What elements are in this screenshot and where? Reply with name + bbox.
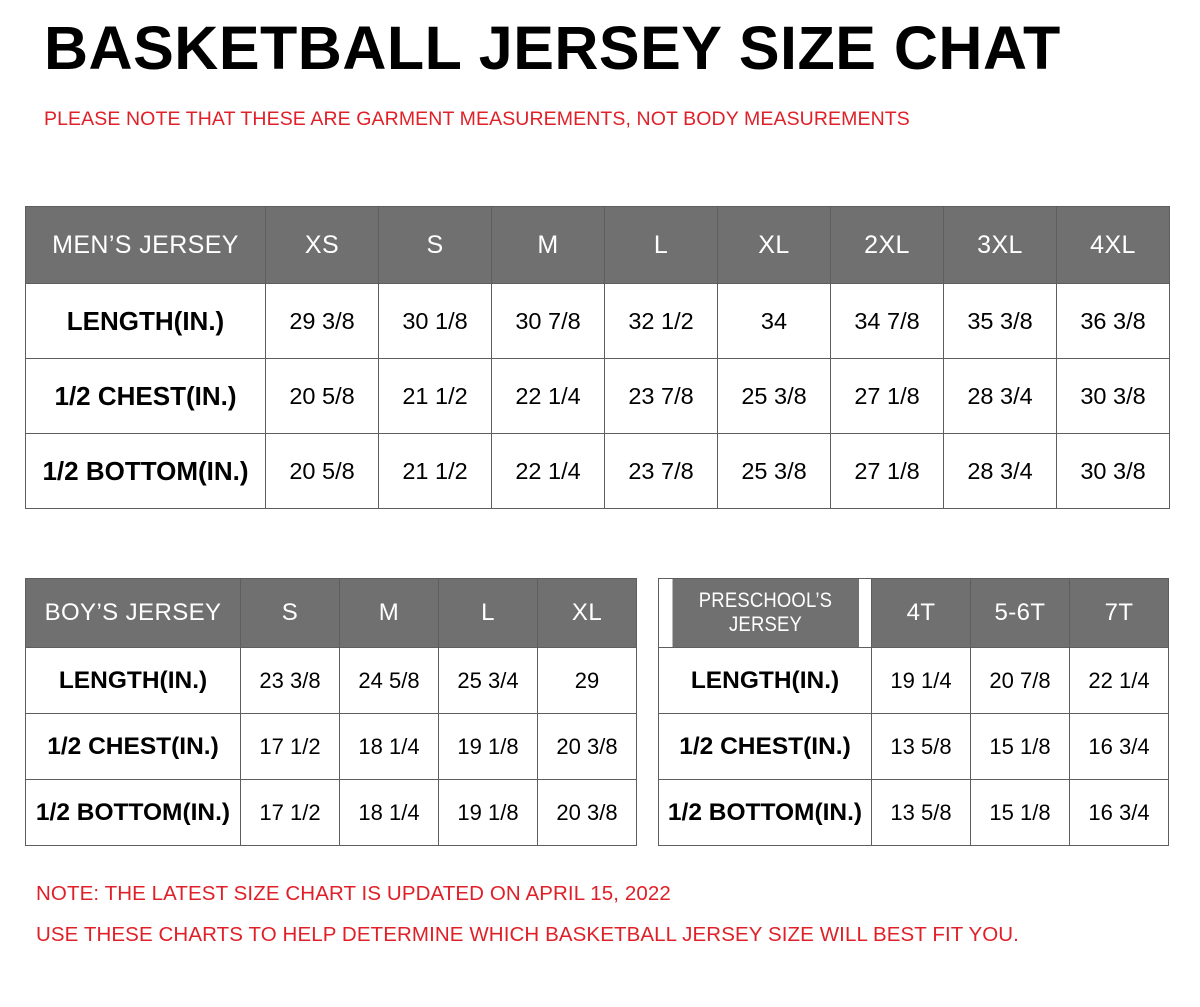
cell-length-xl: 34 bbox=[717, 283, 831, 359]
cell-length-s: 30 1/8 bbox=[378, 283, 492, 359]
cell-pre-length-5-6t: 20 7/8 bbox=[970, 647, 1070, 714]
footer-note-usage: USE THESE CHARTS TO HELP DETERMINE WHICH… bbox=[36, 922, 1019, 946]
cell-chest-3xl: 28 3/4 bbox=[943, 358, 1057, 434]
cell-length-4xl: 36 3/8 bbox=[1056, 283, 1170, 359]
cell-chest-m: 22 1/4 bbox=[491, 358, 605, 434]
column-header-s: S bbox=[378, 206, 492, 284]
row-label-half-chest: 1/2 CHEST(IN.) bbox=[25, 358, 266, 434]
table-row: 1/2 CHEST(IN.) 17 1/2 18 1/4 19 1/8 20 3… bbox=[25, 713, 637, 780]
table-row: 1/2 BOTTOM(IN.) 13 5/8 15 1/8 16 3/4 bbox=[658, 779, 1169, 846]
table-row: 1/2 CHEST(IN.) 20 5/8 21 1/2 22 1/4 23 7… bbox=[25, 358, 1170, 434]
table-row: LENGTH(IN.) 23 3/8 24 5/8 25 3/4 29 bbox=[25, 647, 637, 714]
cell-boys-length-s: 23 3/8 bbox=[240, 647, 340, 714]
cell-pre-length-7t: 22 1/4 bbox=[1069, 647, 1169, 714]
row-label-half-bottom: 1/2 BOTTOM(IN.) bbox=[25, 433, 266, 509]
column-header-3xl: 3XL bbox=[943, 206, 1057, 284]
cell-pre-chest-5-6t: 15 1/8 bbox=[970, 713, 1070, 780]
cell-bottom-2xl: 27 1/8 bbox=[830, 433, 944, 509]
column-header-7t: 7T bbox=[1069, 578, 1169, 648]
preschool-table-body: LENGTH(IN.) 19 1/4 20 7/8 22 1/4 1/2 CHE… bbox=[658, 647, 1169, 846]
mens-jersey-size-table: MEN’S JERSEY XS S M L XL 2XL 3XL 4XL LEN… bbox=[25, 206, 1170, 509]
cell-bottom-m: 22 1/4 bbox=[491, 433, 605, 509]
column-header-l: L bbox=[604, 206, 718, 284]
cell-length-xs: 29 3/8 bbox=[265, 283, 379, 359]
cell-boys-length-m: 24 5/8 bbox=[339, 647, 439, 714]
cell-boys-length-xl: 29 bbox=[537, 647, 637, 714]
footer-note-updated: NOTE: THE LATEST SIZE CHART IS UPDATED O… bbox=[36, 882, 671, 905]
cell-bottom-xs: 20 5/8 bbox=[265, 433, 379, 509]
cell-bottom-3xl: 28 3/4 bbox=[943, 433, 1057, 509]
cell-pre-chest-7t: 16 3/4 bbox=[1069, 713, 1169, 780]
footer-notes: NOTE: THE LATEST SIZE CHART IS UPDATED O… bbox=[36, 882, 1156, 946]
column-header-5-6t: 5-6T bbox=[970, 578, 1070, 648]
table-row: 1/2 BOTTOM(IN.) 20 5/8 21 1/2 22 1/4 23 … bbox=[25, 433, 1170, 509]
cell-length-l: 32 1/2 bbox=[604, 283, 718, 359]
row-label-half-chest: 1/2 CHEST(IN.) bbox=[25, 713, 241, 780]
table-header-row: MEN’S JERSEY XS S M L XL 2XL 3XL 4XL bbox=[25, 206, 1170, 284]
cell-boys-bottom-l: 19 1/8 bbox=[438, 779, 538, 846]
page-title: BASKETBALL JERSEY SIZE CHAT bbox=[44, 14, 1061, 82]
column-header-xs: XS bbox=[265, 206, 379, 284]
row-label-length: LENGTH(IN.) bbox=[658, 647, 872, 714]
mens-table-head: MEN’S JERSEY XS S M L XL 2XL 3XL 4XL bbox=[25, 206, 1170, 284]
cell-chest-2xl: 27 1/8 bbox=[830, 358, 944, 434]
column-header-boys-s: S bbox=[240, 578, 340, 648]
cell-boys-chest-l: 19 1/8 bbox=[438, 713, 538, 780]
preschool-jersey-size-table: PRESCHOOL’S JERSEY 4T 5-6T 7T LENGTH(IN.… bbox=[658, 578, 1169, 846]
row-label-half-bottom: 1/2 BOTTOM(IN.) bbox=[25, 779, 241, 846]
table-header-row: PRESCHOOL’S JERSEY 4T 5-6T 7T bbox=[659, 578, 1169, 648]
cell-chest-xs: 20 5/8 bbox=[265, 358, 379, 434]
column-header-boys-l: L bbox=[438, 578, 538, 648]
table-header-row: BOY’S JERSEY S M L XL bbox=[25, 578, 637, 648]
cell-bottom-l: 23 7/8 bbox=[604, 433, 718, 509]
cell-length-3xl: 35 3/8 bbox=[943, 283, 1057, 359]
column-header-4t: 4T bbox=[871, 578, 971, 648]
preschool-table-head: PRESCHOOL’S JERSEY 4T 5-6T 7T bbox=[659, 578, 1169, 648]
boys-corner-label: BOY’S JERSEY bbox=[25, 578, 241, 648]
cell-boys-bottom-s: 17 1/2 bbox=[240, 779, 340, 846]
cell-chest-xl: 25 3/8 bbox=[717, 358, 831, 434]
row-label-length: LENGTH(IN.) bbox=[25, 647, 241, 714]
cell-boys-chest-m: 18 1/4 bbox=[339, 713, 439, 780]
cell-chest-s: 21 1/2 bbox=[378, 358, 492, 434]
cell-chest-4xl: 30 3/8 bbox=[1056, 358, 1170, 434]
column-header-4xl: 4XL bbox=[1056, 206, 1170, 284]
cell-boys-length-l: 25 3/4 bbox=[438, 647, 538, 714]
table-row: LENGTH(IN.) 19 1/4 20 7/8 22 1/4 bbox=[658, 647, 1169, 714]
row-label-half-bottom: 1/2 BOTTOM(IN.) bbox=[658, 779, 872, 846]
cell-pre-bottom-4t: 13 5/8 bbox=[871, 779, 971, 846]
row-label-length: LENGTH(IN.) bbox=[25, 283, 266, 359]
cell-length-2xl: 34 7/8 bbox=[830, 283, 944, 359]
cell-bottom-s: 21 1/2 bbox=[378, 433, 492, 509]
column-header-m: M bbox=[491, 206, 605, 284]
column-header-boys-m: M bbox=[339, 578, 439, 648]
boys-table-head: BOY’S JERSEY S M L XL bbox=[25, 578, 637, 648]
mens-table-body: LENGTH(IN.) 29 3/8 30 1/8 30 7/8 32 1/2 … bbox=[25, 283, 1170, 509]
table-row: 1/2 BOTTOM(IN.) 17 1/2 18 1/4 19 1/8 20 … bbox=[25, 779, 637, 846]
cell-pre-length-4t: 19 1/4 bbox=[871, 647, 971, 714]
garment-measurement-note: PLEASE NOTE THAT THESE ARE GARMENT MEASU… bbox=[44, 108, 910, 130]
cell-boys-chest-xl: 20 3/8 bbox=[537, 713, 637, 780]
cell-length-m: 30 7/8 bbox=[491, 283, 605, 359]
row-label-half-chest: 1/2 CHEST(IN.) bbox=[658, 713, 872, 780]
mens-corner-label: MEN’S JERSEY bbox=[25, 206, 266, 284]
boys-jersey-size-table: BOY’S JERSEY S M L XL LENGTH(IN.) 23 3/8… bbox=[25, 578, 637, 846]
boys-table-body: LENGTH(IN.) 23 3/8 24 5/8 25 3/4 29 1/2 … bbox=[25, 647, 637, 846]
cell-pre-chest-4t: 13 5/8 bbox=[871, 713, 971, 780]
column-header-xl: XL bbox=[717, 206, 831, 284]
cell-boys-chest-s: 17 1/2 bbox=[240, 713, 340, 780]
cell-pre-bottom-5-6t: 15 1/8 bbox=[970, 779, 1070, 846]
cell-bottom-4xl: 30 3/8 bbox=[1056, 433, 1170, 509]
cell-pre-bottom-7t: 16 3/4 bbox=[1069, 779, 1169, 846]
column-header-2xl: 2XL bbox=[830, 206, 944, 284]
cell-chest-l: 23 7/8 bbox=[604, 358, 718, 434]
column-header-boys-xl: XL bbox=[537, 578, 637, 648]
cell-boys-bottom-m: 18 1/4 bbox=[339, 779, 439, 846]
cell-bottom-xl: 25 3/8 bbox=[717, 433, 831, 509]
cell-boys-bottom-xl: 20 3/8 bbox=[537, 779, 637, 846]
table-row: LENGTH(IN.) 29 3/8 30 1/8 30 7/8 32 1/2 … bbox=[25, 283, 1170, 359]
table-row: 1/2 CHEST(IN.) 13 5/8 15 1/8 16 3/4 bbox=[658, 713, 1169, 780]
preschool-corner-label: PRESCHOOL’S JERSEY bbox=[670, 578, 860, 648]
